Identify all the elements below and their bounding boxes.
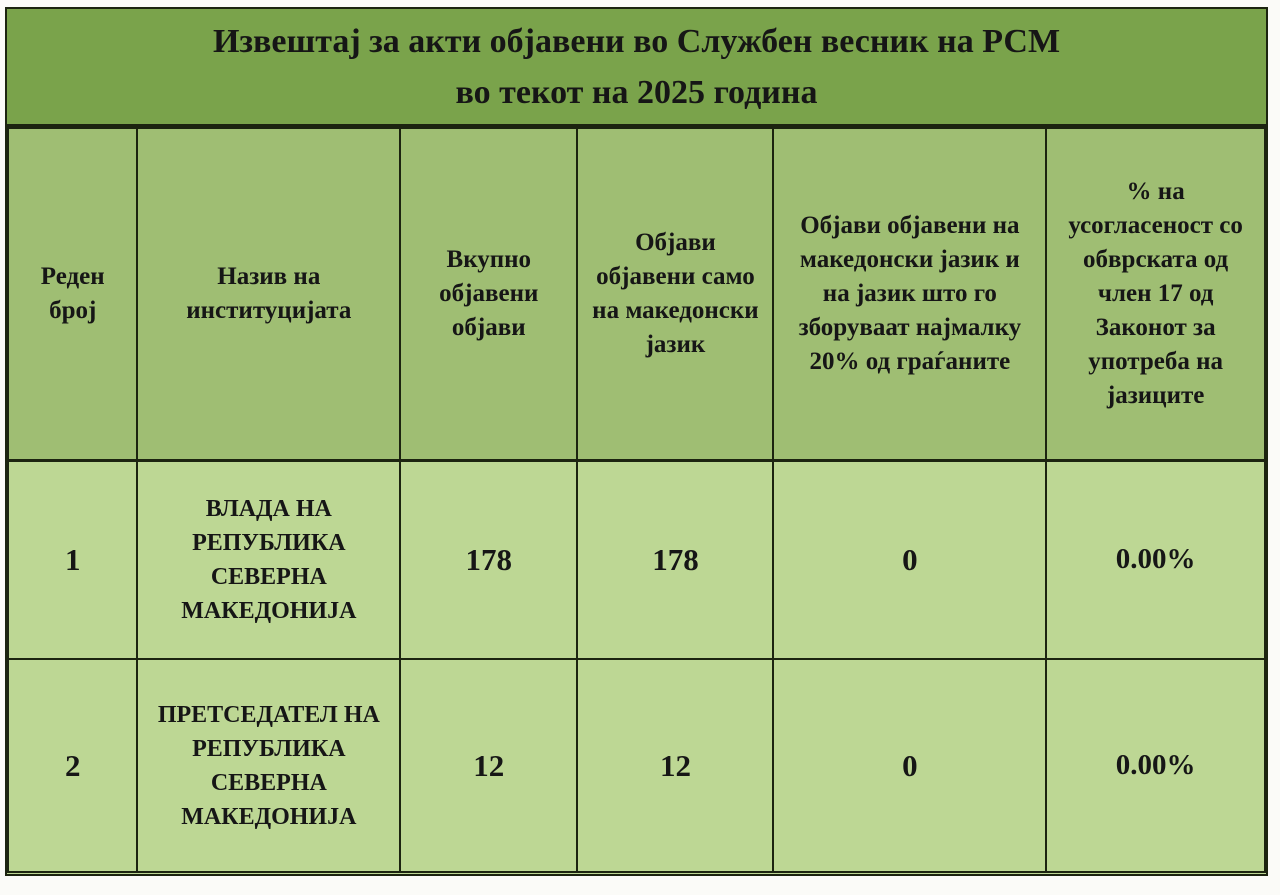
table-row: 1 ВЛАДА НА РЕПУБЛИКА СЕВЕРНА МАКЕДОНИЈА … xyxy=(6,458,1266,661)
row1-ordinal: 1 xyxy=(6,458,139,661)
header-cell-institution: Назив на институцијата xyxy=(136,127,402,462)
row1-compliance: 0.00% xyxy=(1045,458,1266,661)
row1-mk-and-20: 0 xyxy=(772,458,1048,661)
table-row: 2 ПРЕТСЕДАТЕЛ НА РЕПУБЛИКА СЕВЕРНА МАКЕД… xyxy=(6,658,1266,873)
header-cell-compliance: % на усогласеност со обврската од член 1… xyxy=(1045,127,1266,462)
header-cell-total: Вкупно објавени објави xyxy=(399,127,579,462)
report-table: Реден број Назив на институцијата Вкупно… xyxy=(6,127,1266,873)
report-title-line1: Извештај за акти објавени во Службен вес… xyxy=(212,22,1061,60)
row2-mk-and-20: 0 xyxy=(772,658,1048,873)
report-sheet: Извештај за акти објавени во Службен вес… xyxy=(5,7,1268,876)
header-row: Реден број Назив на институцијата Вкупно… xyxy=(6,127,1266,462)
report-title-line2: во текот на 2025 година xyxy=(455,73,818,111)
report-title: Извештај за акти објавени во Службен вес… xyxy=(7,9,1266,127)
row2-total: 12 xyxy=(399,658,579,873)
row2-mk-only: 12 xyxy=(576,658,775,873)
row2-compliance: 0.00% xyxy=(1045,658,1266,873)
header-cell-mk-only: Објави објавени само на македонски јазик xyxy=(576,127,775,462)
row1-institution: ВЛАДА НА РЕПУБЛИКА СЕВЕРНА МАКЕДОНИЈА xyxy=(136,458,402,661)
header-cell-mk-and-20pct: Објави објавени на македонски јазик и на… xyxy=(772,127,1048,462)
row1-mk-only: 178 xyxy=(576,458,775,661)
row2-ordinal: 2 xyxy=(6,658,139,873)
header-cell-ordinal: Реден број xyxy=(6,127,139,462)
row1-total: 178 xyxy=(399,458,579,661)
row2-institution: ПРЕТСЕДАТЕЛ НА РЕПУБЛИКА СЕВЕРНА МАКЕДОН… xyxy=(136,658,402,873)
